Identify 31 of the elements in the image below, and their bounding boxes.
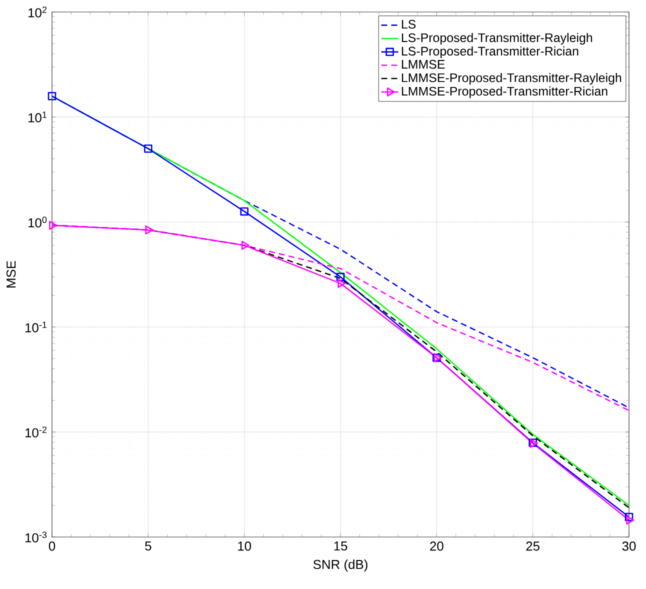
legend-label: LS-Proposed-Transmitter-Rician [402,46,578,58]
y-tick-label: 10$^{2}$ [28,6,47,18]
y-tick-label: 10$^{0}$ [28,216,47,228]
legend-label: LMMSE-Proposed-Transmitter-Rayleigh [402,73,622,85]
legend-label: LMMSE-Proposed-Transmitter-Rician [402,86,608,98]
point [626,516,634,525]
point [144,144,152,153]
y-tick-label: 10$^{-1}$ [26,322,47,332]
point [241,240,250,250]
x-axis-title: SNR (dB) [313,560,368,572]
y-tick-label: 10$^{-3}$ [26,532,47,542]
x-tick-label: 5 [145,542,152,551]
legend-label: LS-Proposed-Transmitter-Rayleigh [402,32,592,45]
point [49,220,58,230]
point [336,272,345,282]
x-tick-label: 0 [48,542,56,551]
x-tick-label: 25 [526,542,540,551]
point [624,512,634,522]
y-axis-title: MSE [6,261,16,288]
legend-label: LS [402,20,416,29]
point [48,92,56,100]
x-tick-label: 20 [430,542,444,551]
x-tick-label: 30 [622,542,636,551]
legend-label: LMMSE [402,60,445,69]
x-tick-label: 10 [238,542,252,551]
x-tick-label: 15 [334,542,348,551]
point [145,225,154,234]
y-tick-label: 10$^{-2}$ [26,426,47,438]
point [240,207,248,216]
point [338,278,346,288]
y-tick-label: 10$^{1}$ [28,112,47,122]
